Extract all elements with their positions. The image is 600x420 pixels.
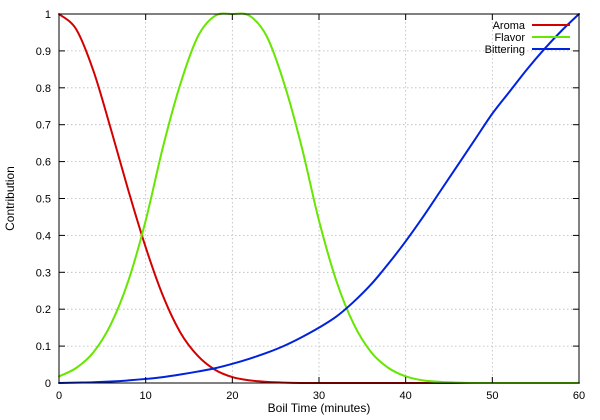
y-tick-label: 0.3 [36,267,51,279]
y-tick-label: 0.7 [36,120,51,132]
x-tick-label: 0 [56,390,62,402]
y-tick-label: 1 [45,9,51,21]
x-tick-label: 60 [573,390,585,402]
legend-label-bittering: Bittering [485,44,525,56]
x-tick-label: 30 [313,390,325,402]
y-tick-label: 0 [45,378,51,390]
legend-label-flavor: Flavor [494,32,525,44]
x-tick-label: 50 [486,390,498,402]
grid [59,14,579,383]
y-axis-label: Contribution [3,166,17,231]
legend-label-aroma: Aroma [493,20,526,32]
y-tick-label: 0.2 [36,304,51,316]
y-tick-label: 0.1 [36,341,51,353]
y-tick-label: 0.8 [36,83,51,95]
y-tick-label: 0.5 [36,194,51,206]
y-tick-label: 0.9 [36,46,51,58]
y-tick-label: 0.4 [36,230,51,242]
x-tick-label: 20 [226,390,238,402]
x-axis-label: Boil Time (minutes) [268,401,371,415]
axis-ticks: 0 10 20 30 40 50 60 0 0.1 0.2 0.3 0.4 0.5 0.6 0.7 0.8 0.… [36,9,585,402]
x-tick-label: 40 [400,390,412,402]
y-tick-label: 0.6 [36,157,51,169]
x-tick-label: 10 [140,390,152,402]
